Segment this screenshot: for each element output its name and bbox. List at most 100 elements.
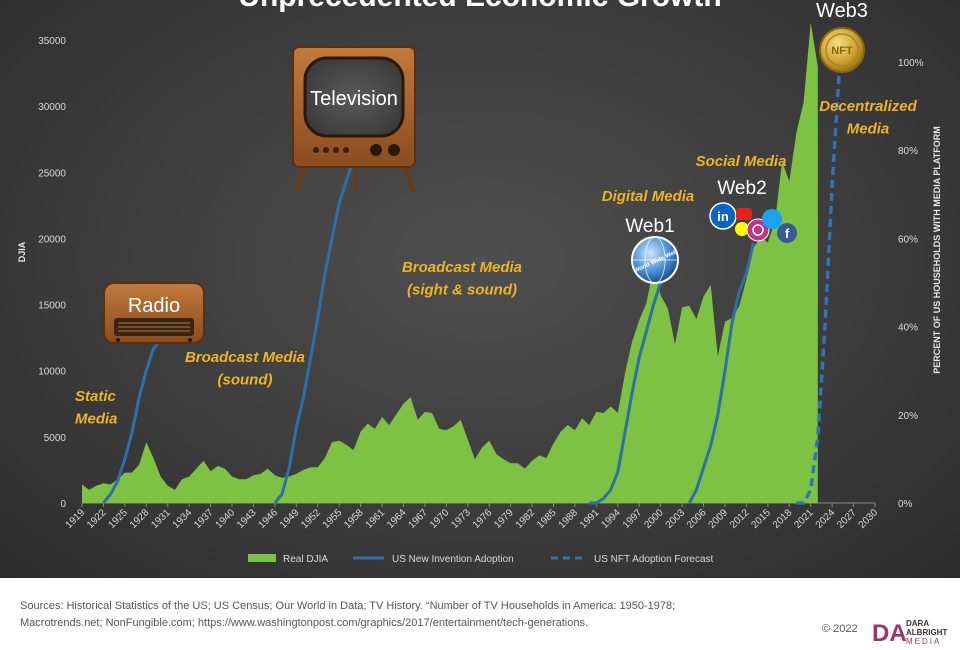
x-tick-label: 1979 [492, 507, 516, 531]
x-tick-label: 1922 [85, 507, 109, 531]
y-axis-right: 0% 20% 40% 60% 80% 100% [898, 58, 924, 510]
web1-label: Web1 [625, 216, 674, 237]
chart-title: Unprecedented Economic Growth [238, 0, 721, 13]
legend-swatch-real-djia [248, 554, 276, 562]
y-tick-label: 15000 [38, 301, 66, 312]
x-tick-label: 2024 [814, 507, 838, 531]
svg-text:in: in [717, 209, 729, 224]
x-tick-label: 1982 [514, 507, 538, 531]
social-media-logos-icon: in f [709, 202, 797, 243]
x-tick-label: 1955 [321, 507, 345, 531]
broadcast-sight-sound-label: Broadcast Media (sight & sound) [402, 259, 522, 299]
x-tick-label: 2009 [707, 507, 731, 531]
adoption-line-web1 [589, 282, 663, 505]
x-tick-label: 2030 [857, 507, 881, 531]
brand-line-1: DARA [906, 619, 929, 628]
x-tick-label: 2015 [749, 507, 773, 531]
x-tick-label: 1931 [149, 507, 173, 531]
y2-tick-label: 40% [898, 323, 918, 334]
footer: Sources: Historical Statistics of the US… [0, 578, 960, 650]
x-tick-label: 1943 [235, 507, 259, 531]
decentralized-media-label: Decentralized Media [819, 98, 917, 138]
adoption-line-radio [102, 338, 162, 504]
y2-tick-label: 80% [898, 146, 918, 157]
y2-axis-label: PERCENT OF US HOUSEHOLDS WITH MEDIA PLAT… [932, 126, 942, 374]
sources-line-2: Macrotrends.net; NonFungible.com; https:… [20, 617, 589, 629]
y-tick-label: 10000 [38, 367, 66, 378]
legend-label-invention: US New Invention Adoption [392, 554, 514, 565]
digital-media-label: Digital Media [602, 188, 695, 205]
television-label: Television [310, 88, 398, 110]
y-tick-label: 25000 [38, 168, 66, 179]
x-tick-label: 2018 [771, 507, 795, 531]
tv-screen [303, 56, 405, 138]
y-axis-label: DJIA [17, 241, 27, 262]
x-tick-label: 1934 [171, 507, 195, 531]
dara-albright-media-logo: DA DARA ALBRIGHT MEDIA [872, 619, 947, 647]
broadcast-sound-label: Broadcast Media (sound) [185, 349, 305, 389]
x-tick-label: 2003 [664, 507, 688, 531]
nft-coin-icon: NFT [819, 27, 865, 73]
television-icon [292, 46, 416, 193]
x-tick-label: 1970 [428, 507, 452, 531]
x-tick-label: 1949 [278, 507, 302, 531]
brand-mark: DA [872, 620, 907, 647]
y-tick-label: 35000 [38, 36, 66, 47]
instagram-icon [746, 218, 770, 242]
web2-label: Web2 [717, 178, 766, 199]
coin-text: NFT [831, 45, 853, 57]
radio-icon [103, 282, 205, 344]
y-tick-label: 20000 [38, 234, 66, 245]
svg-text:f: f [785, 226, 790, 241]
economic-growth-chart: Unprecedented Economic Growth 0 5000 10000… [17, 0, 942, 565]
legend-label-nft: US NFT Adoption Forecast [594, 554, 714, 565]
x-tick-label: 1925 [106, 507, 130, 531]
copyright: © 2022 [822, 623, 858, 635]
y-tick-label: 0 [60, 499, 66, 510]
nft-forecast-line [796, 70, 842, 505]
x-tick-label: 1952 [299, 507, 323, 531]
x-tick-label: 1937 [192, 507, 216, 531]
x-tick-label: 1994 [599, 507, 623, 531]
adoption-line-web2 [687, 242, 755, 504]
x-tick-label: 1919 [64, 507, 88, 531]
radio-label: Radio [128, 295, 180, 317]
x-tick-label: 1991 [578, 507, 602, 531]
y-tick-label: 30000 [38, 102, 66, 113]
y-axis-left: 0 5000 10000 15000 20000 25000 30000 35000 [38, 36, 66, 510]
web3-label: Web3 [816, 0, 868, 22]
world-wide-web-globe-icon: World Wide Web [631, 236, 679, 284]
brand-line-2: ALBRIGHT [906, 628, 947, 637]
chart-panel: Unprecedented Economic Growth 0 5000 10000… [0, 0, 960, 578]
x-tick-label: 2021 [792, 507, 816, 531]
y2-tick-label: 20% [898, 411, 918, 422]
y2-tick-label: 100% [898, 58, 924, 69]
sources-line-1: Sources: Historical Statistics of the US… [20, 600, 676, 612]
x-tick-label: 2027 [835, 507, 859, 531]
y2-tick-label: 0% [898, 499, 913, 510]
x-tick-label: 1988 [557, 507, 581, 531]
x-tick-label: 2006 [685, 507, 709, 531]
twitter-icon [762, 209, 782, 229]
x-axis: 1919192219251928193119341937194019431946… [64, 502, 881, 531]
facebook-icon [777, 223, 797, 243]
youtube-icon [736, 208, 752, 220]
x-tick-label: 1928 [128, 507, 152, 531]
brand-line-3: MEDIA [906, 637, 941, 646]
x-tick-label: 1940 [214, 507, 238, 531]
x-tick-label: 2000 [642, 507, 666, 531]
x-tick-label: 1964 [385, 507, 409, 531]
x-tick-label: 1985 [535, 507, 559, 531]
snapchat-icon [735, 222, 749, 236]
x-tick-label: 1997 [621, 507, 645, 531]
legend: Real DJIA US New Invention Adoption US N… [248, 554, 714, 565]
x-tick-label: 1958 [342, 507, 366, 531]
x-tick-label: 1946 [257, 507, 281, 531]
x-tick-label: 1976 [471, 507, 495, 531]
social-media-label: Social Media [696, 153, 787, 170]
legend-label-real-djia: Real DJIA [283, 554, 328, 565]
x-tick-label: 1961 [364, 507, 388, 531]
x-tick-label: 2012 [728, 507, 752, 531]
y2-tick-label: 60% [898, 234, 918, 245]
